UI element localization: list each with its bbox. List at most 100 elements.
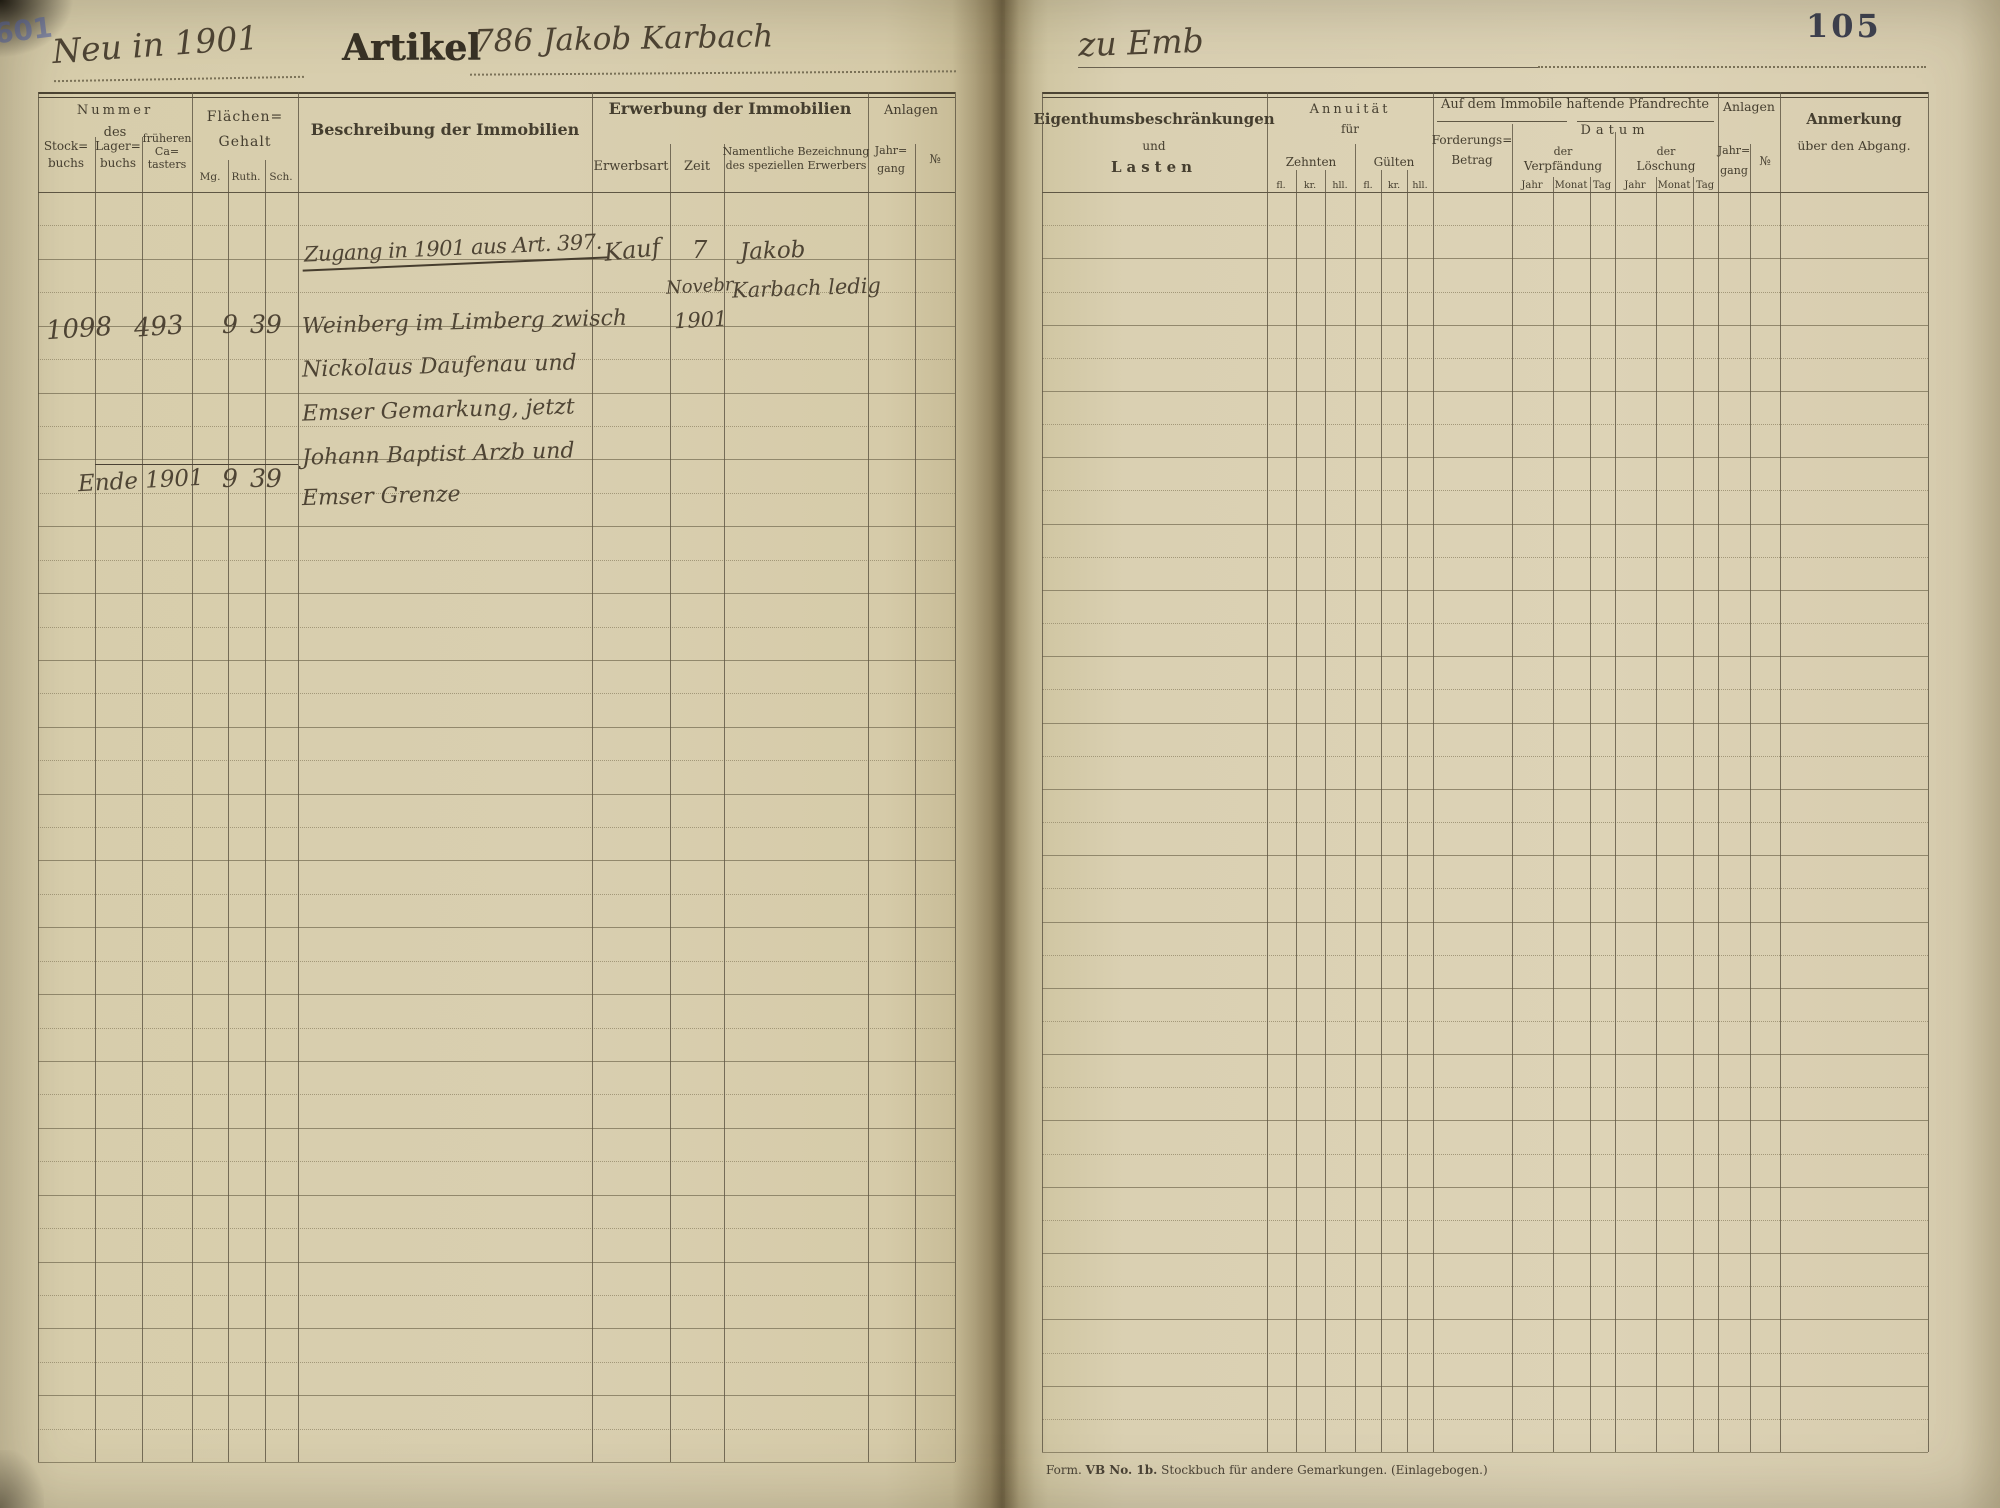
pfandrechte-rule-2 [1577,121,1714,122]
table-top-rule-inner [1042,97,1928,98]
grid-column-line [1042,92,1044,1452]
grid-row-line [38,827,955,828]
pfandrechte-rule-1 [1437,121,1567,122]
grid-row-line [38,726,955,728]
grid-column-line [192,92,193,1462]
col-l-jahr: Jahr [1624,180,1646,191]
entry-erwerbsart: Kauf [602,233,662,267]
col-g-hll: hll. [1412,180,1428,191]
col-lagerbuchs-1: Lager= [95,139,141,153]
grid-row-line [1042,258,1928,260]
grid-row-line [1042,623,1928,625]
col-flaechen-1: Flächen= [206,109,284,125]
header-bottom-rule [1042,192,1928,193]
col-guelten: Gülten [1373,155,1415,169]
grid-row-line [38,1094,955,1096]
grid-row-line [1042,954,1928,956]
grid-row-line [38,927,955,929]
grid-row-line [1042,490,1928,492]
form-imprint-no: VB No. 1b. [1085,1463,1158,1477]
grid-column-line [670,144,671,1462]
form-imprint-form: Form. [1046,1463,1082,1477]
grid-column-line [228,160,229,1462]
book-gutter [952,0,1048,1508]
grid-row-line [38,994,955,996]
left-table-grid [38,92,957,1463]
grid-row-line [38,1294,955,1296]
col-zeit: Zeit [683,159,711,174]
col-eigenthum-1: Eigenthumsbeschränkungen [1033,110,1275,128]
grid-column-line [1590,177,1591,1452]
col-lasten: Lasten [1110,158,1198,176]
col-mg: Mg. [199,171,221,183]
col-eigenthum-2: und [1142,139,1166,153]
grid-column-line [1381,170,1382,1452]
entry-zeit-day: 7 [692,236,708,264]
col-z-kr: kr. [1303,180,1317,191]
grid-row-line [1042,556,1928,558]
col-datum: Datum [1580,123,1650,138]
grid-row-line [1042,324,1928,326]
grid-row-line [1042,755,1928,757]
grid-column-line [592,92,593,1462]
grid-column-line [955,92,957,1462]
col-z-fl: fl. [1276,180,1286,191]
grid-row-line [1042,1319,1928,1321]
col-loesch-der: der [1656,145,1676,158]
grid-column-line [915,144,916,1462]
grid-row-line [1042,1120,1928,1122]
col-pfandrechte-title: Auf dem Immobile haftende Pfandrechte [1440,97,1710,112]
grid-row-line [1042,855,1928,857]
entry-sch: 39 [250,310,282,339]
grid-row-line [1042,357,1928,359]
grid-row-line [1042,1452,1928,1453]
col-erwerbung-title: Erwerbung der Immobilien [608,99,852,118]
grid-column-line [724,144,725,1462]
grid-column-line [1553,177,1554,1452]
col-stockbuchs-1: Stock= [43,139,89,153]
grid-row-line [1042,1253,1928,1255]
grid-row-line [38,1361,955,1363]
entry-name-1: Jakob [739,236,806,266]
grid-row-line [38,793,955,795]
grid-row-line [38,1228,955,1230]
grid-row-line [38,693,955,695]
grid-row-line [1042,1153,1928,1155]
grid-column-line [95,137,96,1462]
sum-rule [95,464,298,465]
grid-row-line [38,659,955,661]
grid-row-line [1042,1385,1928,1387]
col-l-monat: Monat [1657,180,1691,191]
grid-row-line [1042,921,1928,923]
col-frueheren-1: früheren [142,132,192,145]
right-page [1005,0,2000,1508]
grid-row-line [38,292,955,294]
grid-row-line [1042,1418,1928,1420]
grid-row-line [38,392,955,394]
col-nr-left: № [929,152,941,166]
grid-row-line [38,893,955,895]
col-beschreibung-title: Beschreibung der Immobilien [310,120,580,139]
grid-row-line [1042,1286,1928,1288]
grid-row-line [38,258,955,260]
col-v-jahr: Jahr [1521,180,1543,191]
entry-lagerbuchs: 493 [133,310,185,344]
grid-row-line [38,1127,955,1129]
grid-row-line [38,459,955,461]
grid-column-line [142,137,143,1462]
grid-row-line [38,359,955,361]
grid-row-line [38,1060,955,1062]
table-top-rule [1042,92,1928,95]
grid-row-line [38,1328,955,1330]
grid-row-line [1042,1186,1928,1188]
col-v-tag: Tag [1592,180,1612,191]
grid-row-line [38,225,955,227]
grid-row-line [1042,589,1928,591]
grid-column-line [38,92,40,1462]
grid-row-line [38,492,955,494]
col-stockbuchs-2: buchs [47,156,85,170]
grid-row-line [1042,987,1928,989]
header-bottom-rule [38,192,955,193]
col-lagerbuchs-2: buchs [99,156,137,170]
